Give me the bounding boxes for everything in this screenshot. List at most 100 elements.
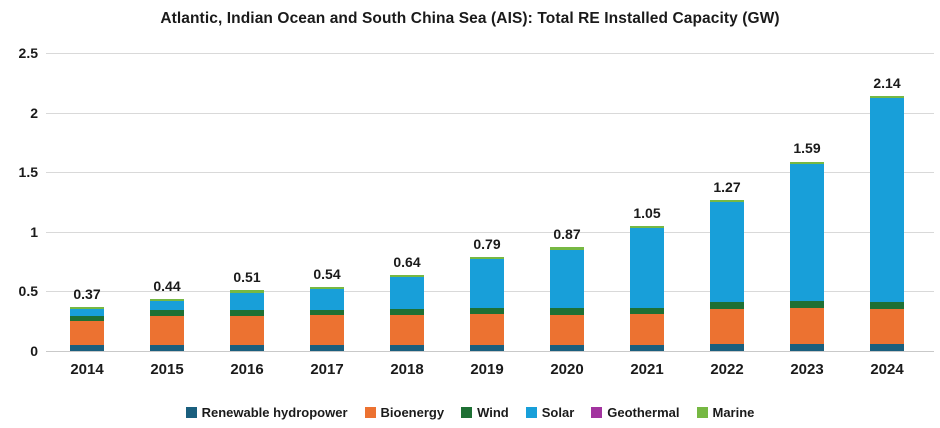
legend-swatch-icon xyxy=(696,407,708,418)
bar-segment-bioenergy xyxy=(790,308,824,344)
bar-segment-renewable-hydropower xyxy=(230,345,264,351)
bar-segment-marine xyxy=(150,298,184,301)
bar-segment-bioenergy xyxy=(310,315,344,346)
bar-segment-solar xyxy=(550,249,584,309)
bar-total-label: 0.54 xyxy=(313,265,341,282)
bar-segment-bioenergy xyxy=(230,316,264,346)
bar-total-label: 1.27 xyxy=(713,178,741,195)
x-axis-baseline xyxy=(46,351,934,352)
bar-segment-renewable-hydropower xyxy=(390,345,424,351)
bar-total-label: 1.59 xyxy=(793,140,821,157)
x-tick-label: 2018 xyxy=(390,361,424,378)
bar-total-label: 2.14 xyxy=(873,74,901,91)
bar-stack-2014 xyxy=(70,306,104,351)
bar-segment-solar xyxy=(390,277,424,310)
bar-stack-2017 xyxy=(310,286,344,351)
legend-swatch-icon xyxy=(461,407,473,418)
legend-label: Renewable hydropower xyxy=(201,405,348,420)
legend-label: Geothermal xyxy=(607,405,680,420)
legend-item-marine: Marine xyxy=(696,405,755,420)
x-tick-label: 2022 xyxy=(710,361,744,378)
bar-segment-wind xyxy=(550,308,584,316)
gridline xyxy=(46,53,934,54)
bar-total-label: 1.05 xyxy=(633,204,661,221)
bar-segment-renewable-hydropower xyxy=(630,345,664,351)
bar-segment-wind xyxy=(150,310,184,317)
chart-title: Atlantic, Indian Ocean and South China S… xyxy=(160,10,780,27)
legend-swatch-icon xyxy=(591,407,603,418)
bar-segment-renewable-hydropower xyxy=(870,343,904,351)
bar-segment-solar xyxy=(710,202,744,303)
bar-segment-bioenergy xyxy=(150,316,184,346)
bar-total-label: 0.44 xyxy=(153,277,181,294)
bar-segment-marine xyxy=(870,95,904,99)
gridline xyxy=(46,231,934,233)
bar-segment-marine xyxy=(310,286,344,290)
bar-segment-marine xyxy=(550,247,584,250)
bar-segment-marine xyxy=(790,161,824,164)
bar-total-label: 0.64 xyxy=(393,253,421,270)
bar-segment-renewable-hydropower xyxy=(790,343,824,351)
bar-segment-marine xyxy=(710,199,744,203)
x-tick-label: 2019 xyxy=(470,361,504,378)
bar-stack-2022 xyxy=(710,199,744,351)
bar-total-label: 0.37 xyxy=(73,285,101,302)
legend-item-renewable-hydropower: Renewable hydropower xyxy=(185,405,348,420)
x-tick-label: 2024 xyxy=(870,361,904,378)
bar-segment-solar xyxy=(470,259,504,309)
y-tick-label: 0 xyxy=(30,343,38,359)
bar-segment-solar xyxy=(70,309,104,317)
legend: Renewable hydropower Bioenergy Wind Solar Ge… xyxy=(0,405,940,420)
x-tick-label: 2023 xyxy=(790,361,824,378)
bar-stack-2024 xyxy=(870,95,904,351)
bar-segment-bioenergy xyxy=(470,314,504,346)
y-tick-label: 2 xyxy=(30,104,38,121)
bar-segment-wind xyxy=(710,302,744,310)
bar-segment-marine xyxy=(230,290,264,293)
bar-segment-renewable-hydropower xyxy=(550,345,584,351)
y-tick-label: 0.5 xyxy=(18,283,38,300)
bar-segment-renewable-hydropower xyxy=(470,345,504,351)
legend-label: Bioenergy xyxy=(380,405,445,420)
bar-segment-wind xyxy=(870,302,904,310)
bar-segment-wind xyxy=(470,308,504,315)
bar-segment-wind xyxy=(230,310,264,317)
legend-label: Marine xyxy=(712,405,755,420)
y-tick-label: 1.5 xyxy=(18,164,38,181)
y-tick-label: 1 xyxy=(30,223,38,240)
bar-segment-bioenergy xyxy=(870,309,904,344)
bar-total-label: 0.79 xyxy=(473,235,501,252)
legend-swatch-icon xyxy=(185,407,197,418)
bar-stack-2019 xyxy=(470,256,504,351)
bar-segment-bioenergy xyxy=(710,309,744,344)
y-tick-label: 2.5 xyxy=(18,45,38,61)
bar-segment-wind xyxy=(390,309,424,316)
bar-segment-wind xyxy=(310,310,344,316)
bar-segment-renewable-hydropower xyxy=(70,345,104,351)
legend-item-bioenergy: Bioenergy xyxy=(364,405,445,420)
legend-label: Wind xyxy=(477,405,509,420)
bar-segment-marine xyxy=(390,274,424,278)
bar-segment-wind xyxy=(70,316,104,322)
bar-segment-marine xyxy=(70,306,104,310)
legend-swatch-icon xyxy=(525,407,537,418)
bar-segment-solar xyxy=(150,300,184,311)
bar-stack-2020 xyxy=(550,247,584,351)
legend-item-solar: Solar xyxy=(525,405,574,420)
bar-segment-marine xyxy=(470,256,504,260)
bar-segment-renewable-hydropower xyxy=(150,345,184,351)
bar-segment-bioenergy xyxy=(390,315,424,346)
x-tick-label: 2014 xyxy=(70,361,104,378)
bar-stack-2018 xyxy=(390,274,424,351)
bar-segment-solar xyxy=(310,289,344,311)
legend-swatch-icon xyxy=(364,407,376,418)
bar-total-label: 0.51 xyxy=(233,269,261,286)
gridline xyxy=(46,172,934,174)
bar-segment-bioenergy xyxy=(630,314,664,346)
bar-total-label: 0.87 xyxy=(553,226,581,243)
legend-item-wind: Wind xyxy=(461,405,509,420)
bar-segment-wind xyxy=(630,308,664,315)
bar-segment-solar xyxy=(230,292,264,311)
